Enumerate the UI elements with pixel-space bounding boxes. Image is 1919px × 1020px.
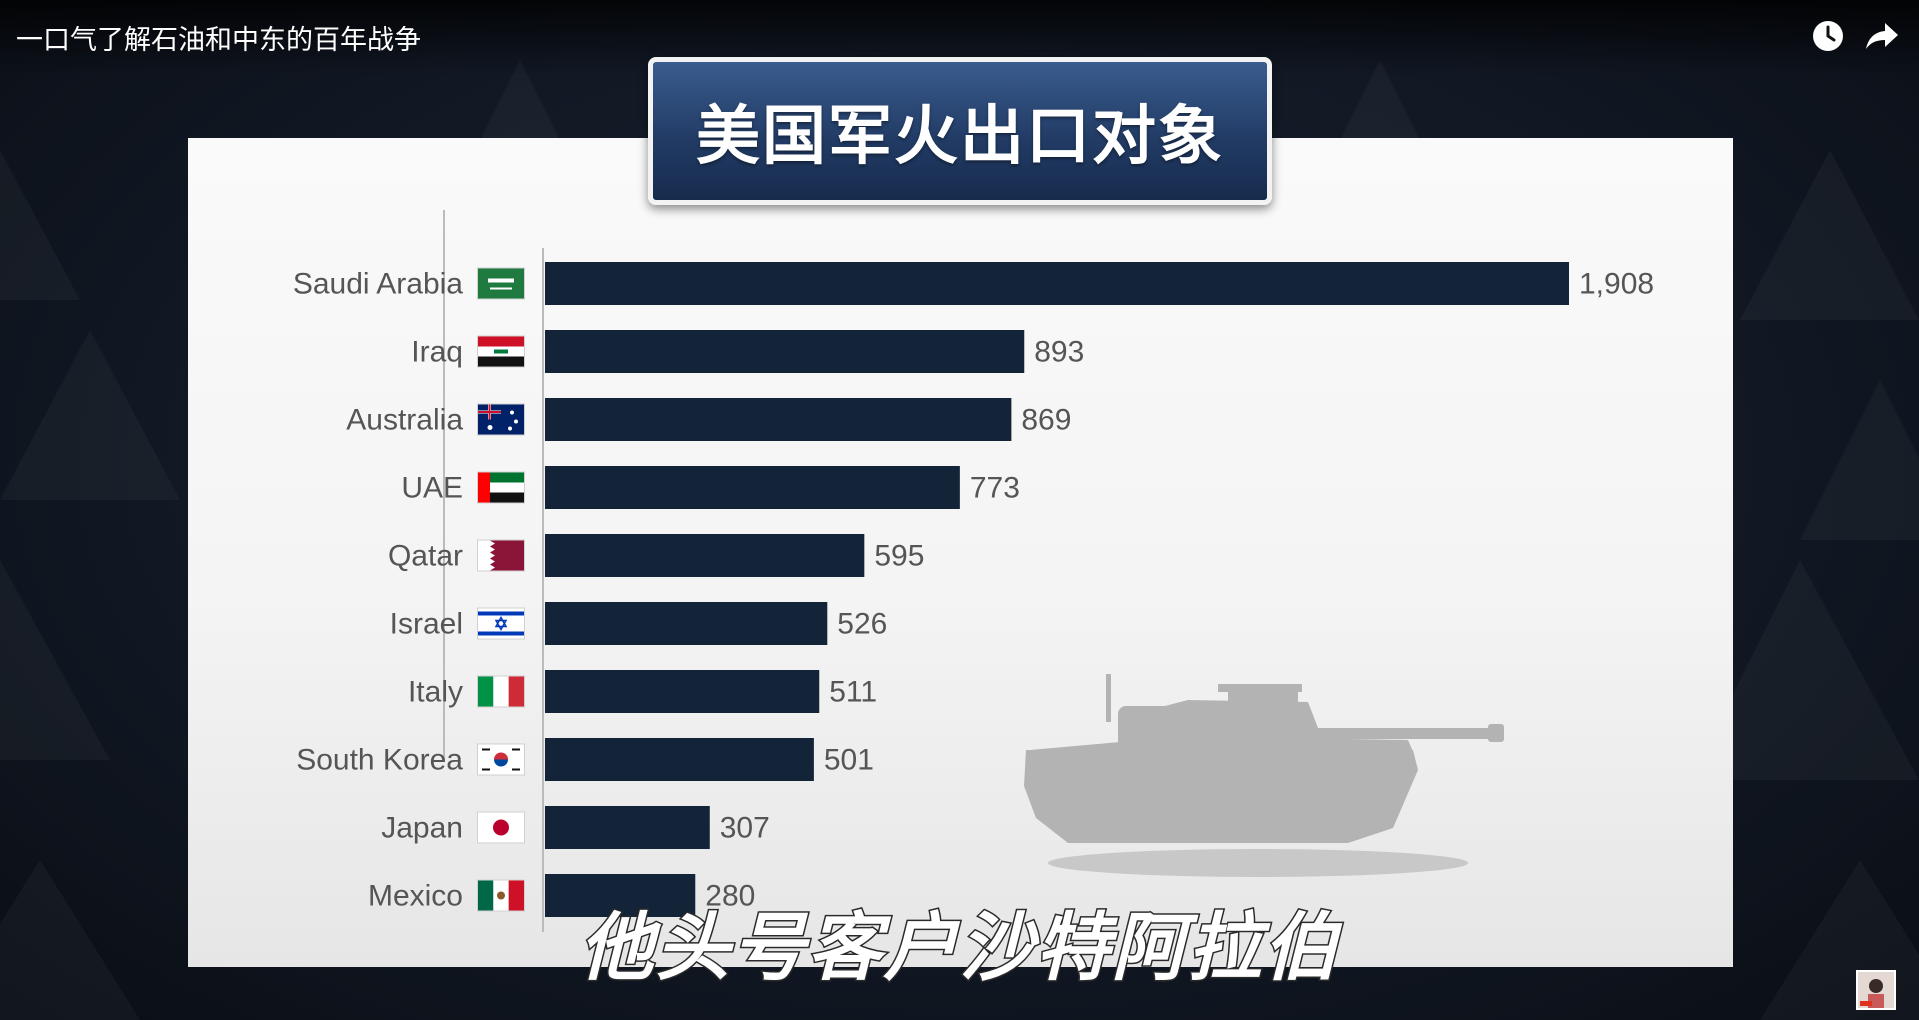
chart-panel: Saudi Arabia 1,908 Iraq 893 Australia 869 UAE 7… <box>188 138 1733 967</box>
category-label: South Korea <box>296 744 463 777</box>
value-label: 893 <box>1034 336 1084 369</box>
uae-flag-icon <box>477 471 525 504</box>
slide-title-box: 美国军火出口对象 <box>648 57 1272 205</box>
bar <box>545 738 814 781</box>
value-label: 869 <box>1021 404 1071 437</box>
share-button[interactable] <box>1862 16 1902 56</box>
saudi-arabia-flag-icon <box>477 267 525 300</box>
japan-flag-icon <box>477 811 525 844</box>
value-label: 526 <box>837 608 887 641</box>
value-label: 773 <box>970 472 1020 505</box>
value-label: 1,908 <box>1579 268 1654 301</box>
bar <box>545 398 1012 441</box>
value-label: 511 <box>829 676 877 709</box>
bar-chart: Saudi Arabia 1,908 Iraq 893 Australia 869 UAE 7… <box>293 210 1654 932</box>
channel-avatar-icon <box>1858 972 1894 1008</box>
value-label: 595 <box>874 540 924 573</box>
category-label: UAE <box>401 472 463 505</box>
subtitle-caption: 他头号客户沙特阿拉伯 <box>578 904 1340 993</box>
bar <box>545 466 960 509</box>
bar <box>545 874 696 917</box>
value-label: 307 <box>720 812 770 845</box>
category-label: Saudi Arabia <box>293 268 463 301</box>
value-label: 501 <box>824 744 874 777</box>
bar <box>545 534 865 577</box>
bar <box>545 670 820 713</box>
bar <box>545 330 1025 373</box>
category-label: Japan <box>381 812 463 845</box>
channel-avatar[interactable] <box>1856 970 1896 1010</box>
iraq-flag-icon <box>477 335 525 368</box>
category-label: Mexico <box>368 880 463 913</box>
value-label: 280 <box>705 880 755 913</box>
watch-later-button[interactable] <box>1808 16 1848 56</box>
south-korea-flag-icon <box>477 743 525 776</box>
qatar-flag-icon <box>477 539 525 572</box>
italy-flag-icon <box>477 675 525 708</box>
share-arrow-icon <box>1866 23 1898 49</box>
category-label: Italy <box>408 676 463 709</box>
clock-icon <box>1813 21 1843 51</box>
category-label: Israel <box>390 608 463 641</box>
bar <box>545 602 828 645</box>
israel-flag-icon <box>477 607 525 640</box>
category-label: Iraq <box>411 336 463 369</box>
video-title[interactable]: 一口气了解石油和中东的百年战争 <box>16 25 421 56</box>
category-label: Qatar <box>388 540 463 573</box>
tank-silhouette-icon <box>1024 674 1504 877</box>
category-label: Australia <box>346 404 463 437</box>
mexico-flag-icon <box>477 879 525 912</box>
bar <box>545 806 710 849</box>
australia-flag-icon <box>477 403 525 436</box>
bar <box>545 262 1569 305</box>
slide-title: 美国军火出口对象 <box>696 100 1224 174</box>
